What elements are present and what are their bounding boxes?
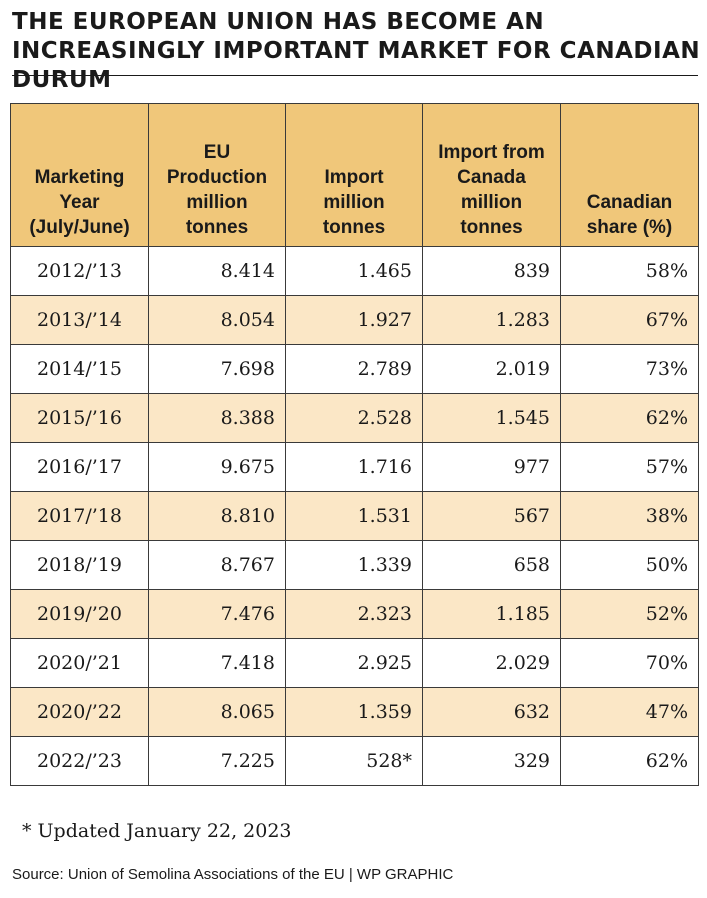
table-row: 2022/’23 7.225 528* 329 62% — [10, 736, 699, 786]
title-divider — [12, 75, 698, 76]
value-cell: 2.528 — [285, 393, 423, 443]
table-body: 2012/’13 8.414 1.465 839 58% 2013/’14 8.054 1.9… — [10, 246, 699, 786]
value-cell: 1.359 — [285, 687, 423, 737]
value-cell: 8.767 — [148, 540, 286, 590]
value-cell: 67% — [560, 295, 699, 345]
column-header-3: Import from Canada million tonnes — [422, 103, 561, 247]
value-cell: 62% — [560, 393, 699, 443]
value-cell: 1.716 — [285, 442, 423, 492]
value-cell: 1.927 — [285, 295, 423, 345]
value-cell: 1.283 — [422, 295, 561, 345]
table-row: 2015/’16 8.388 2.528 1.545 62% — [10, 393, 699, 443]
value-cell: 7.225 — [148, 736, 286, 786]
value-cell: 2.925 — [285, 638, 423, 688]
value-cell: 47% — [560, 687, 699, 737]
value-cell: 839 — [422, 246, 561, 296]
year-cell: 2017/’18 — [10, 491, 149, 541]
table-row: 2020/’21 7.418 2.925 2.029 70% — [10, 638, 699, 688]
value-cell: 1.185 — [422, 589, 561, 639]
column-header-1: EU Production million tonnes — [148, 103, 286, 247]
year-cell: 2020/’22 — [10, 687, 149, 737]
year-cell: 2022/’23 — [10, 736, 149, 786]
year-cell: 2014/’15 — [10, 344, 149, 394]
value-cell: 73% — [560, 344, 699, 394]
table-row: 2012/’13 8.414 1.465 839 58% — [10, 246, 699, 296]
value-cell: 658 — [422, 540, 561, 590]
value-cell: 1.531 — [285, 491, 423, 541]
value-cell: 52% — [560, 589, 699, 639]
value-cell: 38% — [560, 491, 699, 541]
table-row: 2019/’20 7.476 2.323 1.185 52% — [10, 589, 699, 639]
value-cell: 58% — [560, 246, 699, 296]
column-header-2: Import million tonnes — [285, 103, 423, 247]
value-cell: 1.339 — [285, 540, 423, 590]
value-cell: 8.388 — [148, 393, 286, 443]
data-table: Marketing Year (July/June) EU Production mill… — [10, 103, 699, 786]
value-cell: 7.418 — [148, 638, 286, 688]
footnote: * Updated January 22, 2023 — [22, 820, 292, 842]
column-header-4: Canadian share (%) — [560, 103, 699, 247]
value-cell: 57% — [560, 442, 699, 492]
value-cell: 1.465 — [285, 246, 423, 296]
year-cell: 2012/’13 — [10, 246, 149, 296]
year-cell: 2018/’19 — [10, 540, 149, 590]
column-header-0: Marketing Year (July/June) — [10, 103, 149, 247]
value-cell: 7.698 — [148, 344, 286, 394]
value-cell: 50% — [560, 540, 699, 590]
source-credit: Source: Union of Semolina Associations o… — [12, 866, 454, 883]
year-cell: 2020/’21 — [10, 638, 149, 688]
table-row: 2017/’18 8.810 1.531 567 38% — [10, 491, 699, 541]
value-cell: 2.323 — [285, 589, 423, 639]
value-cell: 8.810 — [148, 491, 286, 541]
value-cell: 7.476 — [148, 589, 286, 639]
value-cell: 977 — [422, 442, 561, 492]
value-cell: 567 — [422, 491, 561, 541]
table-row: 2018/’19 8.767 1.339 658 50% — [10, 540, 699, 590]
value-cell: 8.065 — [148, 687, 286, 737]
header-row: Marketing Year (July/June) EU Production mill… — [10, 103, 699, 247]
value-cell: 2.019 — [422, 344, 561, 394]
year-cell: 2013/’14 — [10, 295, 149, 345]
value-cell: 8.414 — [148, 246, 286, 296]
value-cell: 632 — [422, 687, 561, 737]
table-row: 2016/’17 9.675 1.716 977 57% — [10, 442, 699, 492]
value-cell: 329 — [422, 736, 561, 786]
year-cell: 2015/’16 — [10, 393, 149, 443]
value-cell: 70% — [560, 638, 699, 688]
year-cell: 2016/’17 — [10, 442, 149, 492]
value-cell: 9.675 — [148, 442, 286, 492]
value-cell: 62% — [560, 736, 699, 786]
chart-title: THE EUROPEAN UNION HAS BECOME AN INCREAS… — [12, 9, 701, 93]
value-cell: 528* — [285, 736, 423, 786]
table-row: 2013/’14 8.054 1.927 1.283 67% — [10, 295, 699, 345]
value-cell: 8.054 — [148, 295, 286, 345]
value-cell: 2.029 — [422, 638, 561, 688]
table-row: 2014/’15 7.698 2.789 2.019 73% — [10, 344, 699, 394]
table-row: 2020/’22 8.065 1.359 632 47% — [10, 687, 699, 737]
year-cell: 2019/’20 — [10, 589, 149, 639]
value-cell: 1.545 — [422, 393, 561, 443]
value-cell: 2.789 — [285, 344, 423, 394]
